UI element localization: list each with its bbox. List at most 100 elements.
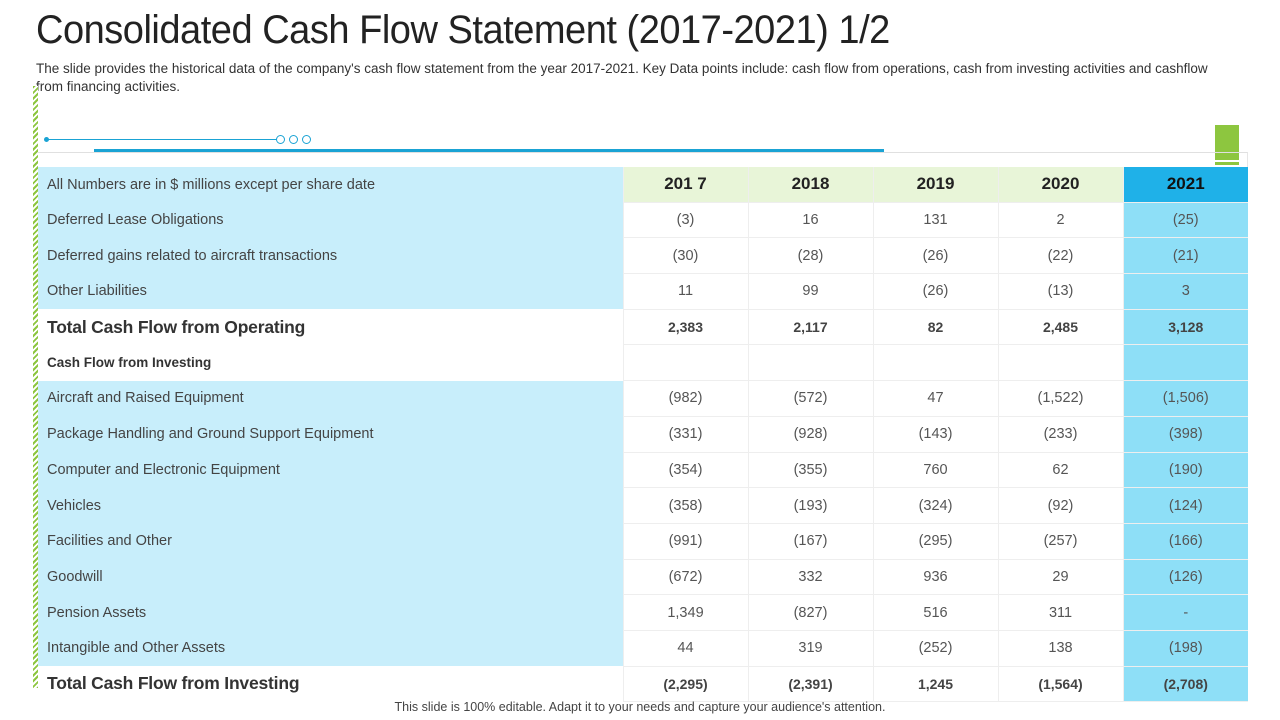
cell-value: (26): [872, 237, 998, 275]
row-label: Pension Assets: [38, 594, 623, 631]
decorative-striped-bar: [33, 86, 38, 688]
cell-value: (355): [747, 452, 873, 489]
cell-value: (358): [622, 487, 748, 524]
row-label: Package Handling and Ground Support Equi…: [38, 416, 623, 452]
table-row: Pension Assets 1,349 (827) 516 311 -: [38, 594, 1248, 631]
table-row: Facilities and Other (991) (167) (295) (…: [38, 523, 1248, 560]
cell-value: (167): [747, 523, 873, 560]
cell-value: (3): [622, 202, 748, 239]
table-row: Package Handling and Ground Support Equi…: [38, 416, 1248, 453]
table-row: Vehicles (358) (193) (324) (92) (124): [38, 487, 1248, 524]
table-row: Deferred Lease Obligations (3) 16 131 2 …: [38, 202, 1248, 239]
cell-value: (257): [997, 523, 1123, 560]
cell-value-highlight: (198): [1122, 630, 1248, 667]
table-row: Aircraft and Raised Equipment (982) (572…: [38, 380, 1248, 417]
cell-value: (92): [997, 487, 1123, 524]
cell-value-highlight: (398): [1122, 416, 1248, 453]
cell-value-highlight: (190): [1122, 452, 1248, 489]
cell-value: [872, 344, 998, 382]
cell-value-highlight: (1,506): [1122, 380, 1248, 417]
year-header-highlight: 2021: [1122, 167, 1248, 203]
cell-value: (324): [872, 487, 998, 524]
cell-value-highlight: -: [1122, 594, 1248, 631]
cell-value-highlight: 3: [1122, 273, 1248, 310]
cell-value: 516: [872, 594, 998, 631]
table-row: Intangible and Other Assets 44 319 (252)…: [38, 630, 1248, 667]
table-row-section: Cash Flow from Investing: [38, 344, 1248, 382]
cell-value: 131: [872, 202, 998, 239]
cell-value: (991): [622, 523, 748, 560]
decorative-circle: [302, 135, 311, 144]
cell-value: 138: [997, 630, 1123, 667]
cell-value: (354): [622, 452, 748, 489]
cell-value: 62: [997, 452, 1123, 489]
row-label: Vehicles: [38, 487, 623, 524]
year-header: 2020: [997, 167, 1123, 203]
row-label: Intangible and Other Assets: [38, 630, 623, 667]
cell-value: (30): [622, 237, 748, 275]
cell-value: 1,245: [872, 666, 998, 703]
cell-value: 47: [872, 380, 998, 417]
cell-value: (13): [997, 273, 1123, 310]
year-header: 201 7: [622, 167, 748, 203]
cell-value: (252): [872, 630, 998, 667]
cell-value: (193): [747, 487, 873, 524]
cell-value: [747, 344, 873, 382]
decorative-green-block: [1215, 125, 1239, 165]
cell-value: (331): [622, 416, 748, 453]
row-label: Deferred gains related to aircraft trans…: [38, 237, 623, 274]
cell-value: 99: [747, 273, 873, 310]
header-label: All Numbers are in $ millions except per…: [38, 167, 623, 203]
row-label: Computer and Electronic Equipment: [38, 452, 623, 488]
cell-value-highlight: [1122, 344, 1248, 382]
cell-value: 2,485: [997, 309, 1123, 346]
slide-subtitle: The slide provides the historical data o…: [36, 61, 1208, 94]
cell-value: [997, 344, 1123, 382]
cell-value: 311: [997, 594, 1123, 631]
cell-value: [622, 344, 748, 382]
cell-value: (26): [872, 273, 998, 310]
row-label: Aircraft and Raised Equipment: [38, 380, 623, 417]
cell-value: (143): [872, 416, 998, 453]
cell-value: 2: [997, 202, 1123, 239]
cell-value: (2,295): [622, 666, 748, 703]
cell-value: (928): [747, 416, 873, 453]
row-label: Other Liabilities: [38, 273, 623, 310]
cell-value: 332: [747, 559, 873, 596]
decorative-thin-line: [46, 139, 278, 140]
table-row-total: Total Cash Flow from Investing (2,295) (…: [38, 666, 1248, 703]
cell-value: 2,117: [747, 309, 873, 346]
cell-value: (22): [997, 237, 1123, 275]
row-label: Goodwill: [38, 559, 623, 595]
cell-value: 44: [622, 630, 748, 667]
cell-value: 2,383: [622, 309, 748, 346]
table-row: Other Liabilities 11 99 (26) (13) 3: [38, 273, 1248, 310]
row-label: Deferred Lease Obligations: [38, 202, 623, 238]
table-row: Deferred gains related to aircraft trans…: [38, 237, 1248, 275]
year-header: 2018: [747, 167, 873, 203]
cell-value: 29: [997, 559, 1123, 596]
decorative-circle: [289, 135, 298, 144]
table-row-total: Total Cash Flow from Operating 2,383 2,1…: [38, 309, 1248, 346]
cell-value: (28): [747, 237, 873, 275]
cell-value: (1,522): [997, 380, 1123, 417]
cell-value-highlight: 3,128: [1122, 309, 1248, 346]
cell-value: (672): [622, 559, 748, 596]
cell-value: (2,391): [747, 666, 873, 703]
cell-value: (572): [747, 380, 873, 417]
cell-value-highlight: (126): [1122, 559, 1248, 596]
footer-note: This slide is 100% editable. Adapt it to…: [394, 700, 886, 714]
table-header-row: All Numbers are in $ millions except per…: [38, 167, 1248, 203]
cell-value: (827): [747, 594, 873, 631]
row-label: Total Cash Flow from Operating: [47, 316, 306, 337]
cell-value-highlight: (124): [1122, 487, 1248, 524]
section-label: Cash Flow from Investing: [47, 355, 212, 371]
cash-flow-table: All Numbers are in $ millions except per…: [38, 167, 1248, 703]
cell-value: 11: [622, 273, 748, 310]
decorative-thick-line: [94, 149, 884, 152]
table-row: Goodwill (672) 332 936 29 (126): [38, 559, 1248, 596]
decorative-circle: [276, 135, 285, 144]
cell-value: 82: [872, 309, 998, 346]
cell-value: 16: [747, 202, 873, 239]
cell-value: 1,349: [622, 594, 748, 631]
